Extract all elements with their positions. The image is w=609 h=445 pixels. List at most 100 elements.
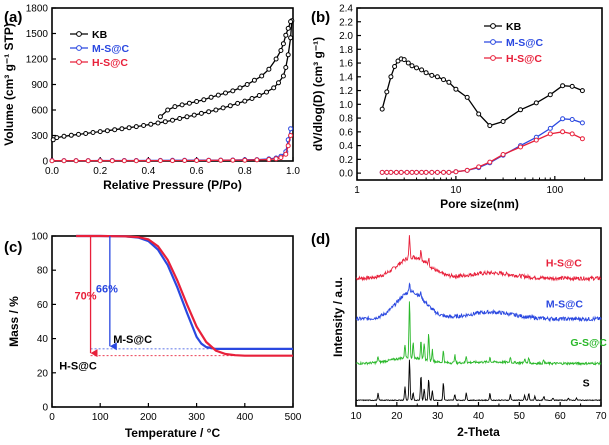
- data-point: [148, 121, 154, 127]
- x-tick-label: 40: [473, 411, 485, 422]
- data-point: [97, 158, 103, 164]
- data-point: [215, 92, 221, 98]
- panel-label: (b): [311, 9, 330, 26]
- y-tick-label: 1200: [26, 55, 49, 66]
- data-point: [155, 120, 161, 126]
- plot-frame: [51, 235, 294, 408]
- x-tick-label: 0.6: [190, 166, 204, 177]
- legend-marker: [76, 59, 82, 65]
- y-tick-label: 1500: [26, 29, 49, 40]
- data-point: [49, 158, 55, 164]
- ms-drop-label: 66%: [96, 283, 118, 295]
- data-point: [235, 100, 241, 106]
- data-point: [419, 67, 425, 73]
- data-point: [283, 151, 289, 157]
- data-point: [476, 111, 482, 117]
- y-tick-label: 0.0: [339, 169, 353, 180]
- plot-frame: [51, 7, 294, 162]
- data-point: [179, 102, 185, 108]
- series-KB: [50, 18, 295, 143]
- y-tick-label: 1.4: [339, 72, 353, 83]
- data-point: [165, 107, 171, 113]
- x-tick-label: 30: [432, 411, 444, 422]
- x-tick-label: 10: [450, 185, 462, 196]
- series-label-3: S: [583, 378, 590, 390]
- data-point: [259, 73, 265, 79]
- data-point: [288, 133, 294, 138]
- data-point: [191, 112, 197, 118]
- data-point: [61, 158, 67, 164]
- data-point: [157, 114, 163, 120]
- series-line: [355, 235, 602, 282]
- data-point: [569, 83, 575, 89]
- data-point: [220, 105, 226, 111]
- y-tick-label: 2.2: [339, 17, 353, 28]
- data-point: [388, 169, 394, 175]
- data-point: [384, 169, 390, 175]
- data-point: [429, 72, 435, 78]
- legend-label: H-S@C: [92, 57, 128, 69]
- y-tick-label: 1.0: [339, 100, 353, 111]
- data-point: [213, 107, 219, 113]
- data-point: [414, 169, 419, 175]
- legend-marker: [76, 45, 82, 51]
- x-tick-label: 100: [546, 185, 563, 196]
- data-point: [276, 80, 281, 86]
- data-point: [264, 89, 269, 95]
- x-tick-label: 0.8: [238, 166, 252, 177]
- data-point: [393, 169, 399, 175]
- y-tick-label: 80: [37, 266, 49, 277]
- data-point: [547, 92, 553, 98]
- data-point: [453, 169, 459, 175]
- data-point: [579, 136, 585, 142]
- data-point: [283, 65, 289, 70]
- y-tick-label: 0: [42, 403, 48, 414]
- y-axis-label: Intensity / a.u.: [331, 277, 345, 357]
- y-tick-label: 2.0: [339, 31, 353, 42]
- data-point: [121, 158, 127, 164]
- x-axis-label: Pore size(nm): [440, 197, 519, 211]
- legend-label: M-S@C: [92, 43, 129, 55]
- x-tick-label: 60: [555, 411, 567, 422]
- data-point: [251, 77, 257, 83]
- data-point: [73, 158, 79, 164]
- data-point: [244, 82, 250, 87]
- series-line: [355, 359, 602, 402]
- data-point: [254, 157, 260, 163]
- x-axis-label: Temperature / °C: [125, 426, 221, 440]
- data-point: [560, 129, 566, 135]
- data-point: [401, 57, 407, 63]
- data-point: [249, 96, 255, 101]
- data-point: [429, 169, 435, 175]
- data-point: [288, 126, 294, 132]
- data-point: [283, 32, 289, 38]
- data-point: [68, 132, 74, 138]
- x-axis-label: Relative Pressure (P/Po): [103, 178, 242, 192]
- data-point: [266, 66, 272, 72]
- series-S: [355, 359, 602, 402]
- data-point: [464, 167, 470, 173]
- data-point: [194, 99, 200, 104]
- data-point: [157, 158, 163, 164]
- data-point: [560, 116, 566, 122]
- data-point: [446, 79, 452, 85]
- data-point: [133, 124, 139, 130]
- data-point: [223, 90, 228, 96]
- data-point: [141, 123, 147, 128]
- x-tick-label: 300: [188, 412, 205, 423]
- series-H-S@C: [76, 234, 293, 357]
- y-tick-label: 0.4: [339, 141, 353, 152]
- data-point: [414, 65, 419, 71]
- data-point: [487, 159, 493, 165]
- data-point: [50, 137, 56, 143]
- data-point: [434, 74, 440, 80]
- data-point: [579, 120, 585, 126]
- data-point: [285, 52, 291, 58]
- legend-label: KB: [506, 21, 522, 33]
- data-point: [398, 169, 404, 175]
- y-tick-label: 0.8: [339, 114, 353, 125]
- data-point: [85, 158, 91, 164]
- x-tick-label: 1.0: [286, 166, 300, 177]
- data-point: [133, 158, 139, 164]
- series-M-S@C: [355, 282, 602, 323]
